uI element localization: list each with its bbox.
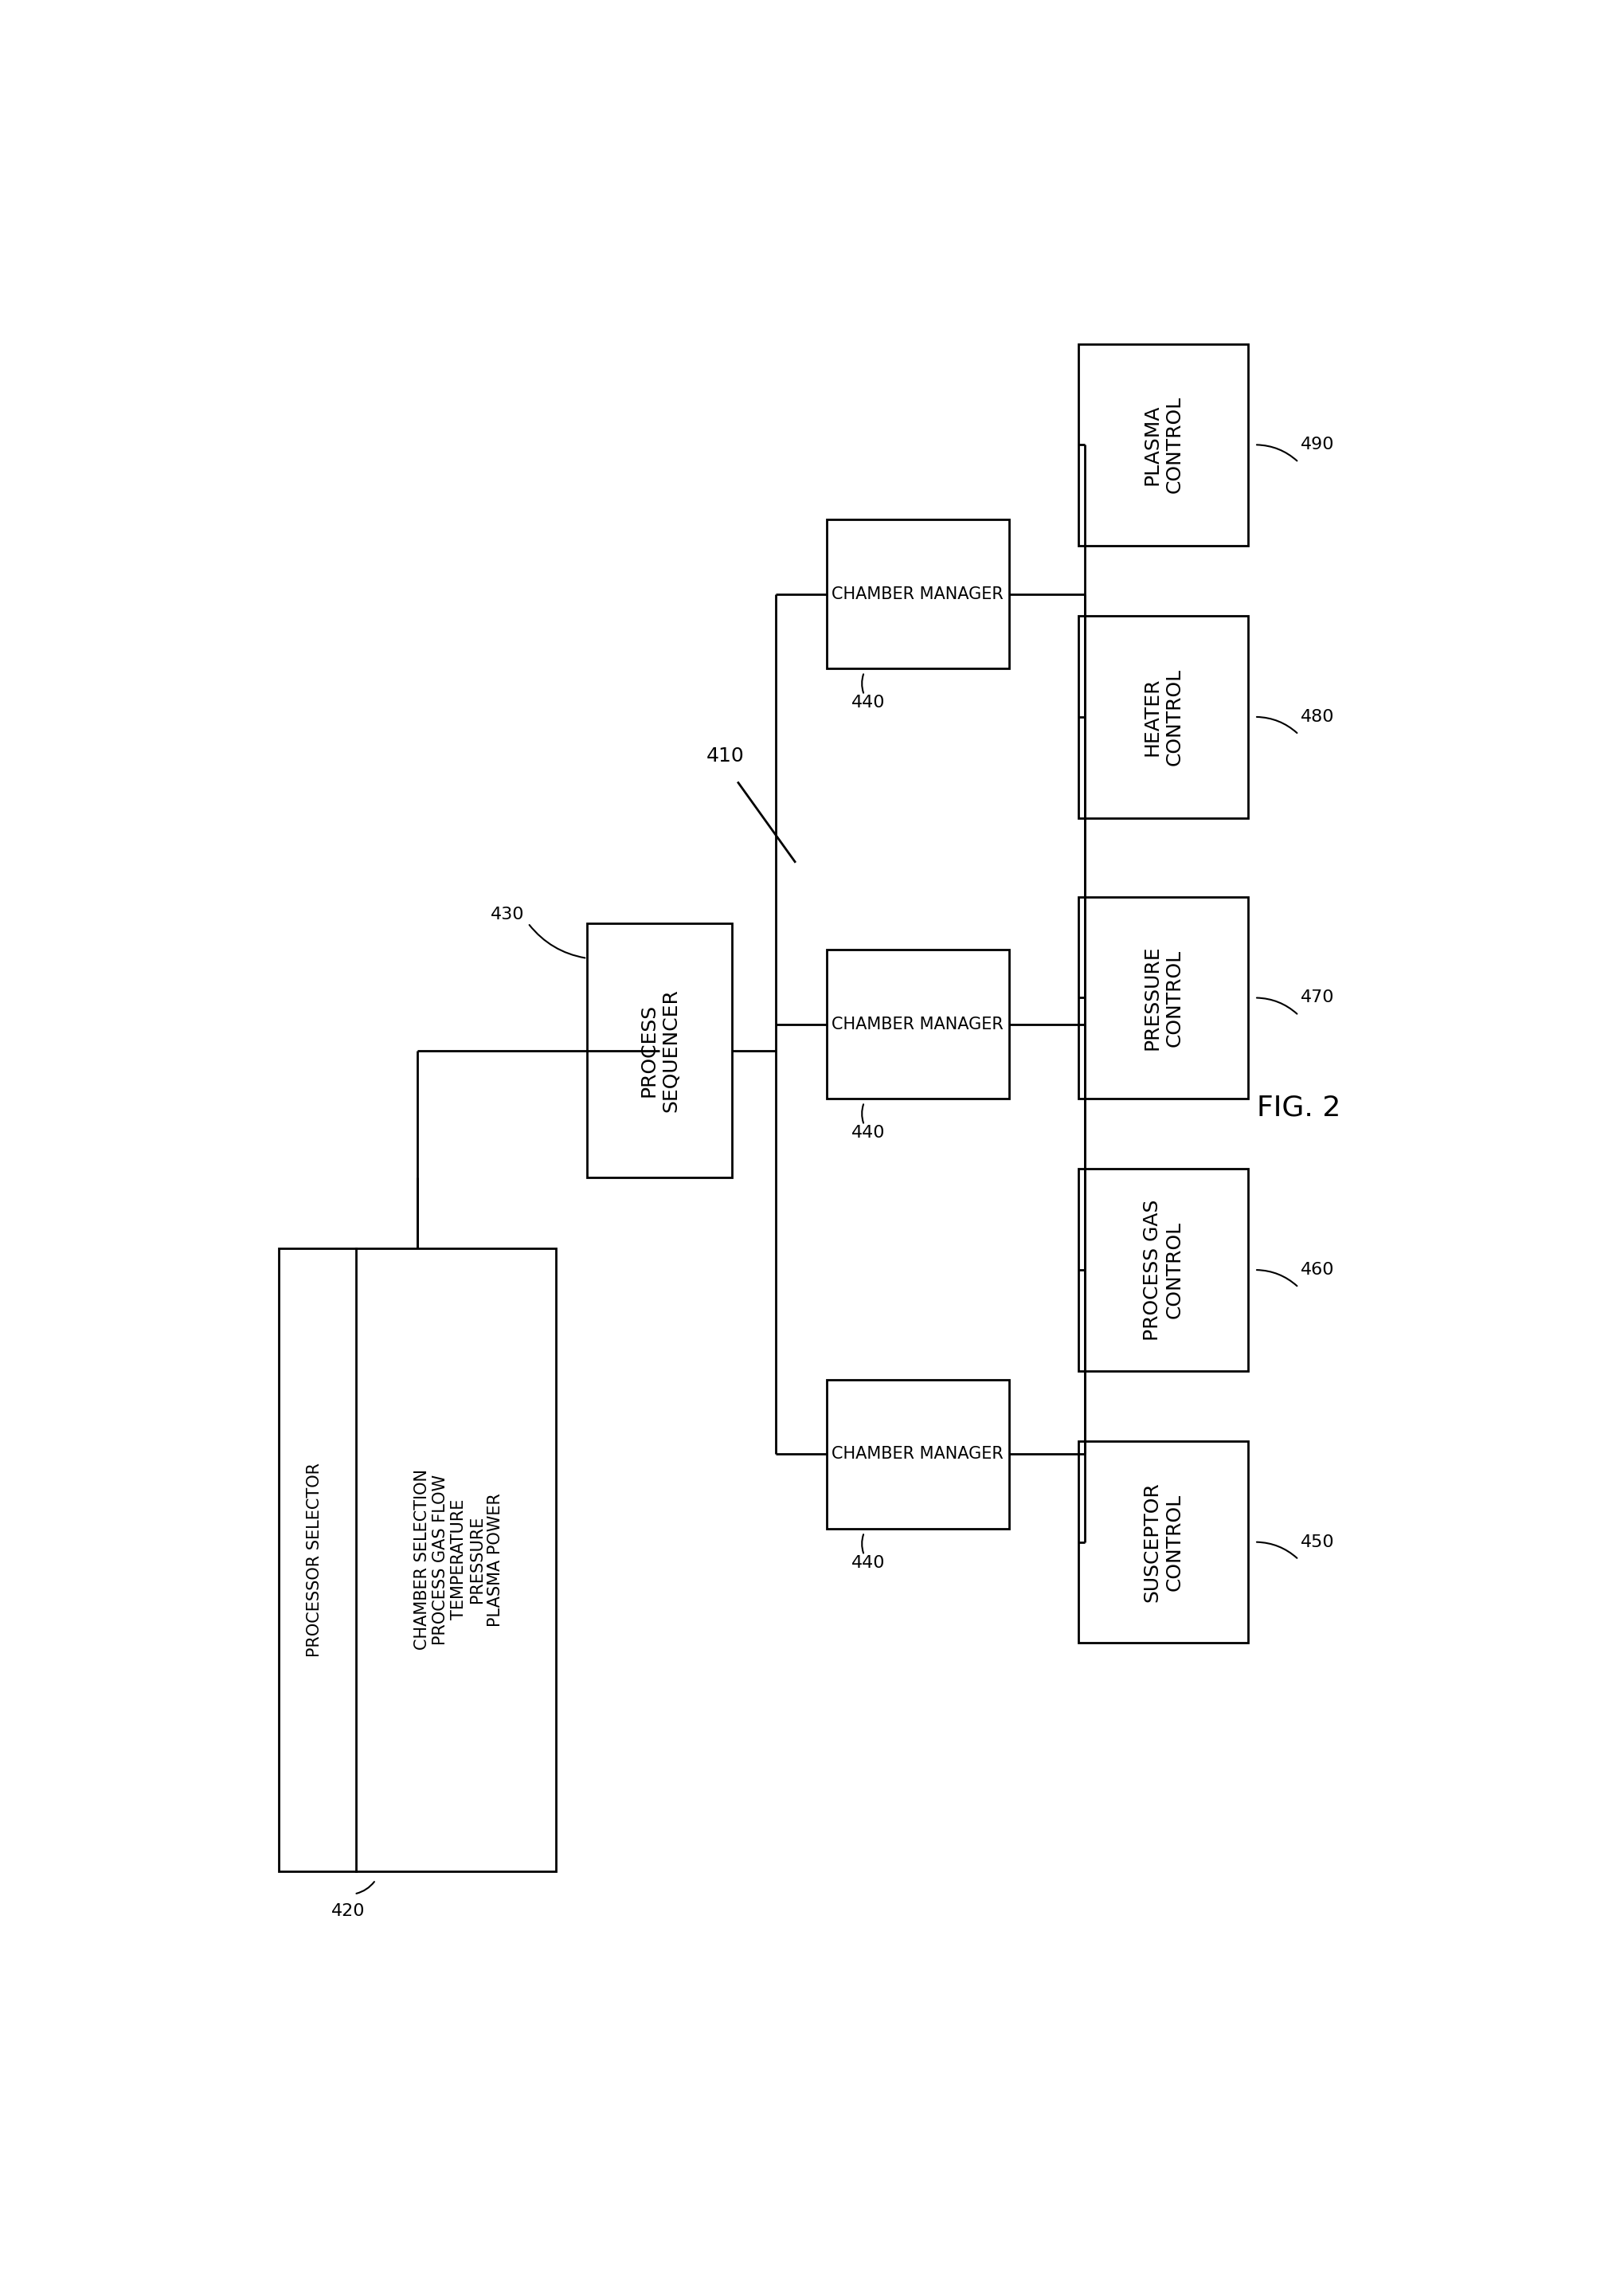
Text: 430: 430 xyxy=(490,907,525,923)
Text: 460: 460 xyxy=(1299,1261,1333,1277)
Text: 440: 440 xyxy=(851,695,885,711)
Text: 480: 480 xyxy=(1299,709,1333,725)
Text: CHAMBER SELECTION
PROCESS GAS FLOW
TEMPERATURE
PRESSURE
PLASMA POWER: CHAMBER SELECTION PROCESS GAS FLOW TEMPE… xyxy=(414,1468,503,1651)
Text: HEATER
CONTROL: HEATER CONTROL xyxy=(1142,668,1184,766)
Text: SUSCEPTOR
CONTROL: SUSCEPTOR CONTROL xyxy=(1142,1482,1184,1603)
Bar xyxy=(279,1247,555,1872)
Bar xyxy=(1078,896,1247,1099)
Bar xyxy=(1078,616,1247,819)
Text: PROCESS
SEQUENCER: PROCESS SEQUENCER xyxy=(638,990,680,1113)
Text: 440: 440 xyxy=(851,1124,885,1140)
Bar xyxy=(827,948,1009,1099)
Bar xyxy=(1078,1170,1247,1370)
Text: 450: 450 xyxy=(1299,1534,1333,1550)
Text: 440: 440 xyxy=(851,1555,885,1571)
Bar xyxy=(586,923,731,1179)
Text: PROCESSOR SELECTOR: PROCESSOR SELECTOR xyxy=(307,1461,323,1658)
Text: 470: 470 xyxy=(1299,990,1333,1005)
Bar xyxy=(1078,1441,1247,1644)
Bar xyxy=(827,1379,1009,1530)
Text: PLASMA
CONTROL: PLASMA CONTROL xyxy=(1142,397,1184,492)
Bar xyxy=(827,520,1009,668)
Text: CHAMBER MANAGER: CHAMBER MANAGER xyxy=(831,1017,1004,1033)
Text: PRESSURE
CONTROL: PRESSURE CONTROL xyxy=(1142,946,1184,1051)
Text: CHAMBER MANAGER: CHAMBER MANAGER xyxy=(831,586,1004,602)
Text: 410: 410 xyxy=(706,748,744,766)
Text: FIG. 2: FIG. 2 xyxy=(1255,1094,1340,1122)
Text: 420: 420 xyxy=(331,1904,365,1920)
Text: 490: 490 xyxy=(1299,438,1333,454)
Text: PROCESS GAS
CONTROL: PROCESS GAS CONTROL xyxy=(1142,1199,1184,1341)
Bar xyxy=(1078,344,1247,545)
Text: CHAMBER MANAGER: CHAMBER MANAGER xyxy=(831,1446,1004,1461)
